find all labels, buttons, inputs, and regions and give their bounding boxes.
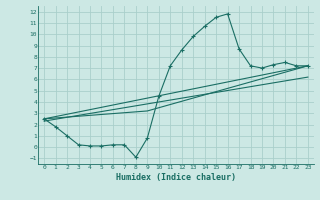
X-axis label: Humidex (Indice chaleur): Humidex (Indice chaleur) <box>116 173 236 182</box>
